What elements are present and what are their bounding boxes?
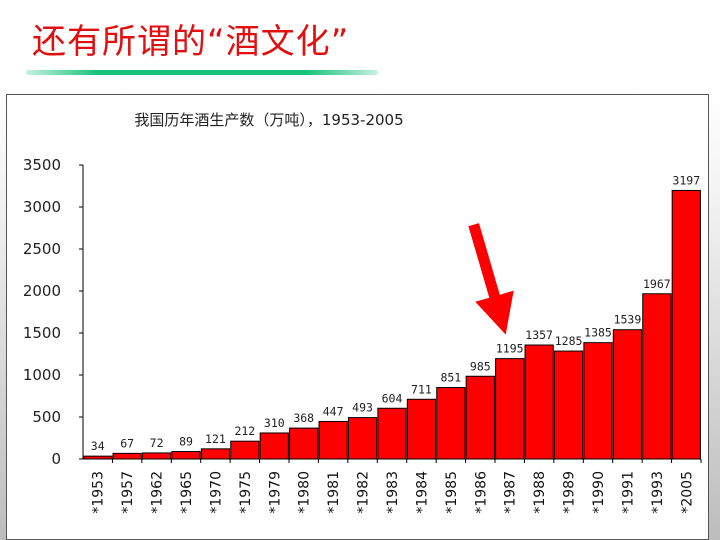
x-tick-label: *1957 (120, 471, 136, 514)
y-tick-label: 3000 (23, 198, 61, 216)
data-label: 3197 (672, 173, 700, 187)
chart-panel: 我国历年酒生产数（万吨），1953-2005 0 500 1000 1500 2000 2… (6, 94, 709, 540)
data-label: 1967 (643, 277, 671, 291)
chart-bars (83, 189, 701, 460)
bar (436, 387, 466, 460)
bar (141, 452, 172, 460)
data-label: 34 (91, 439, 105, 453)
chart-annotation (468, 223, 514, 335)
bar (171, 451, 201, 460)
data-label: 89 (179, 435, 193, 449)
data-label: 67 (120, 436, 134, 450)
annotation-arrow (468, 223, 514, 335)
bar (671, 189, 701, 460)
data-label: 368 (293, 411, 314, 425)
y-tick-label: 2500 (23, 240, 61, 258)
data-label: 212 (234, 424, 255, 438)
data-label: 1385 (584, 326, 612, 340)
data-label: 493 (352, 401, 373, 415)
bar (524, 344, 554, 460)
chart-data-labels: 34 67 72 89 121 212 310 368 447 493 604 711 851 985 11… (91, 173, 700, 453)
data-label: 1285 (555, 334, 583, 348)
y-tick-label: 500 (32, 408, 61, 426)
data-label: 604 (382, 391, 403, 405)
bar (83, 455, 113, 460)
bar (377, 407, 407, 460)
x-tick-label: *1981 (326, 471, 342, 514)
bar (259, 432, 289, 460)
x-tick-label: *1975 (238, 471, 254, 514)
data-label: 447 (323, 404, 344, 418)
data-label: 985 (470, 359, 491, 373)
chart-category-labels: *1953 *1957 *1962 *1965 *1970 *1975 *1979 *1980… (91, 471, 696, 514)
slide-title: 还有所谓的“酒文化” (32, 22, 350, 62)
x-tick-label: *1984 (414, 471, 430, 514)
bar (112, 452, 142, 460)
data-label: 1357 (525, 328, 553, 342)
y-tick-label: 0 (51, 450, 61, 468)
x-tick-label: *1988 (532, 471, 548, 514)
x-tick-label: *1990 (591, 471, 607, 514)
bar (230, 440, 260, 460)
y-tick-label: 2000 (23, 282, 61, 300)
data-label: 310 (264, 416, 285, 430)
x-tick-label: *1982 (356, 471, 372, 514)
bar (553, 350, 584, 460)
bar (347, 417, 378, 460)
x-tick-label: *1979 (267, 471, 283, 514)
data-label: 851 (440, 371, 461, 385)
x-tick-label: *1991 (620, 471, 636, 514)
x-tick-label: *1983 (385, 471, 401, 514)
x-tick-label: *2005 (679, 471, 695, 514)
title-underline (26, 70, 378, 75)
data-label: 1539 (614, 313, 642, 327)
y-tick-label: 1000 (23, 366, 61, 384)
x-tick-label: *1993 (650, 471, 666, 514)
bar (406, 398, 437, 460)
x-tick-label: *1962 (150, 471, 166, 514)
data-label: 1195 (496, 342, 524, 356)
bar (642, 293, 672, 460)
bar-chart: 我国历年酒生产数（万吨），1953-2005 0 500 1000 1500 2000 2… (23, 111, 702, 514)
bar (200, 448, 231, 460)
x-tick-label: *1980 (297, 471, 313, 514)
y-tick-label: 3500 (23, 156, 61, 174)
bar (495, 358, 525, 460)
bar (289, 427, 319, 460)
y-tick-label: 1500 (23, 324, 61, 342)
x-tick-label: *1987 (503, 471, 519, 514)
bar (583, 342, 613, 460)
data-label: 72 (150, 436, 164, 450)
chart-axes: 0 500 1000 1500 2000 2500 3000 3500 (23, 156, 702, 468)
x-tick-label: *1965 (179, 471, 195, 514)
data-label: 121 (205, 432, 226, 446)
bar (465, 375, 495, 460)
chart-title: 我国历年酒生产数（万吨），1953-2005 (134, 111, 403, 129)
x-tick-label: *1970 (208, 471, 224, 514)
bar (318, 420, 348, 460)
x-tick-label: *1985 (444, 471, 460, 514)
x-tick-label: *1986 (473, 471, 489, 514)
bar (612, 329, 643, 460)
x-tick-label: *1953 (91, 471, 107, 514)
data-label: 711 (411, 382, 432, 396)
x-tick-label: *1989 (562, 471, 578, 514)
